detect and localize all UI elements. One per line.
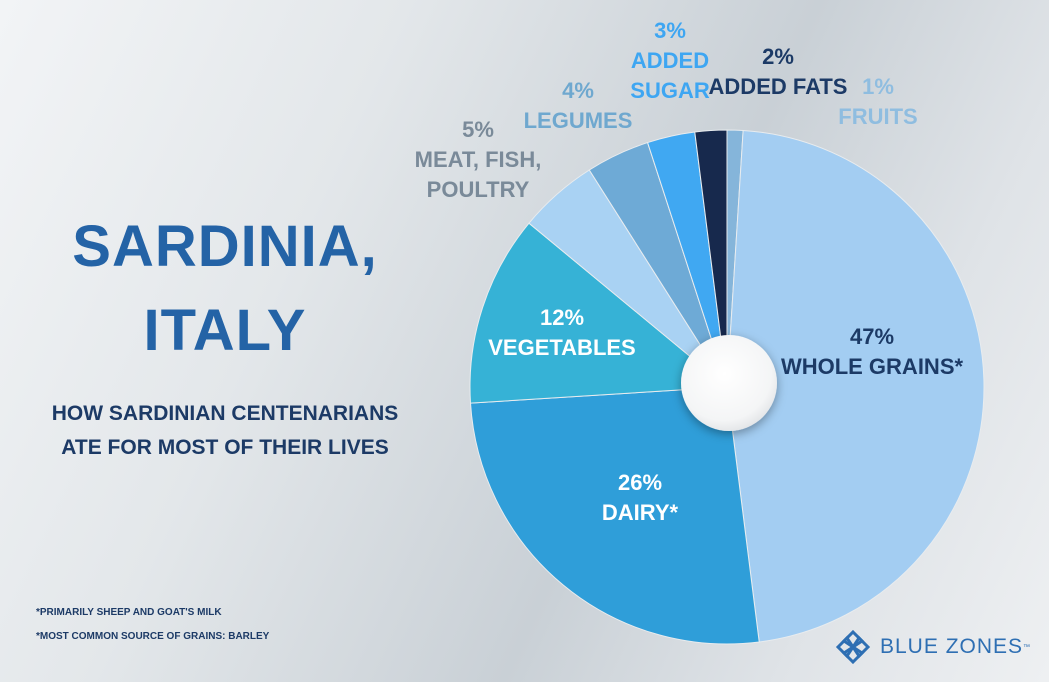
category-label: LEGUMES xyxy=(523,108,633,133)
title: SARDINIA, ITALY xyxy=(72,214,378,363)
pie-slice xyxy=(694,129,728,388)
category-label: DAIRY* xyxy=(601,500,679,525)
pie-slice xyxy=(469,222,729,404)
category-label: ADDED SUGAR xyxy=(630,48,710,103)
logo-icon xyxy=(836,630,870,664)
category-label: FRUITS xyxy=(838,104,918,129)
logo-text: BLUE ZONES xyxy=(880,635,1024,658)
slice-label: 12% VEGETABLES xyxy=(482,303,642,363)
slice-label: 4% LEGUMES xyxy=(518,76,638,136)
slice-label: 1% FRUITS xyxy=(818,72,938,132)
value-label: 5% xyxy=(462,117,494,142)
value-label: 47% xyxy=(849,324,895,349)
footnote: *MOST COMMON SOURCE OF GRAINS: BARLEY xyxy=(36,631,270,642)
value-label: 3% xyxy=(654,18,686,43)
subtitle: HOW SARDINIAN CENTENARIANS ATE FOR MOST … xyxy=(51,402,399,459)
value-label: 26% xyxy=(617,470,663,495)
category-label: VEGETABLES xyxy=(488,335,636,360)
value-label: 2% xyxy=(762,44,794,69)
slice-label: 5% MEAT, FISH, POULTRY xyxy=(413,115,543,205)
slice-label: 3% ADDED SUGAR xyxy=(630,16,710,106)
slice-label: 2% ADDED FATS xyxy=(708,42,848,102)
pie-slice xyxy=(469,386,760,645)
center-hole xyxy=(681,335,777,431)
logo: BLUE ZONES ™ xyxy=(836,630,1031,664)
value-label: 1% xyxy=(862,74,894,99)
category-label: MEAT, FISH, POULTRY xyxy=(414,147,542,202)
slice-label: 26% DAIRY* xyxy=(560,468,720,528)
value-label: 12% xyxy=(539,305,585,330)
category-label: WHOLE GRAINS* xyxy=(780,354,964,379)
pie-slice xyxy=(726,129,985,643)
footnote: *PRIMARILY SHEEP AND GOAT'S MILK xyxy=(36,607,222,618)
category-label: ADDED FATS xyxy=(708,74,848,99)
trademark: ™ xyxy=(1023,643,1032,651)
slice-label: 47% WHOLE GRAINS* xyxy=(772,322,972,382)
value-label: 4% xyxy=(562,78,594,103)
